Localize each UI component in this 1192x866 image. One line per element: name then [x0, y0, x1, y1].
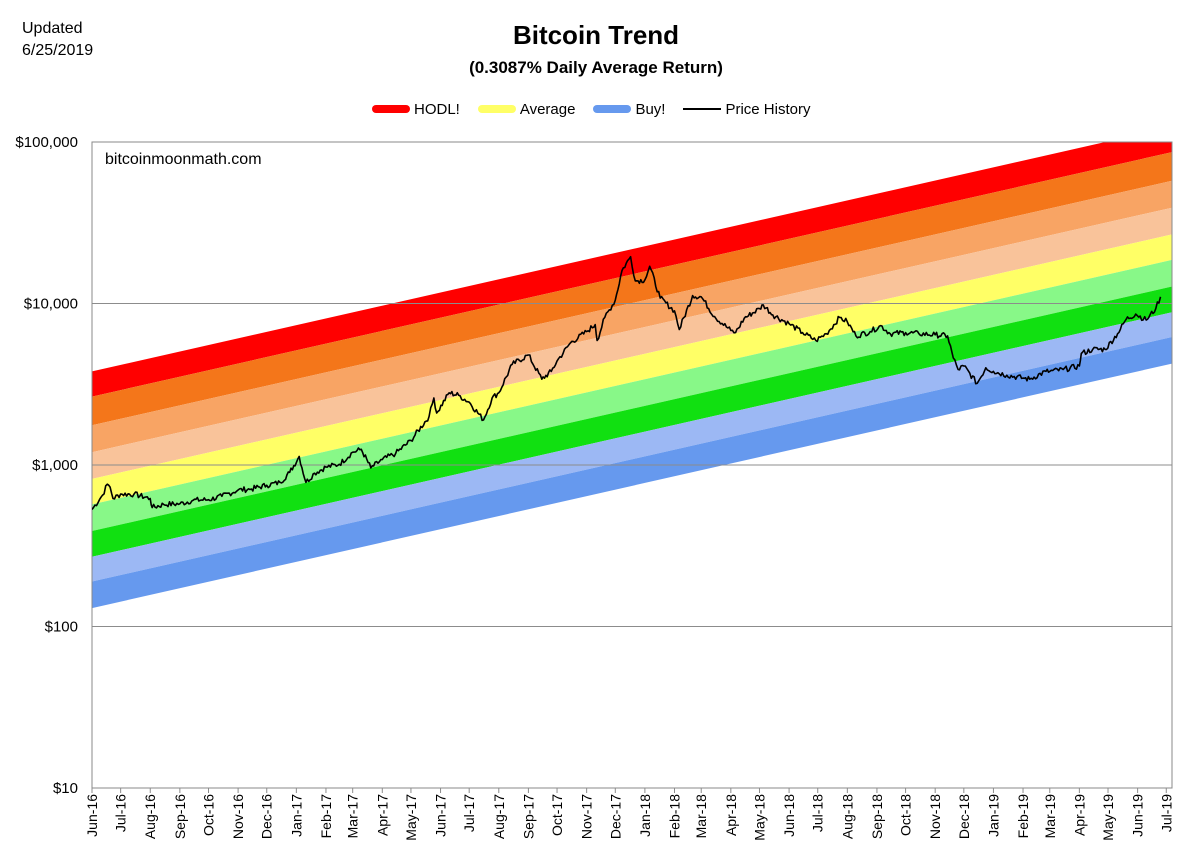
x-tick-label: Jun-18: [781, 794, 797, 837]
y-tick-label: $10,000: [24, 296, 78, 313]
y-tick-label: $1,000: [32, 457, 78, 474]
x-tick-label: Aug-18: [839, 794, 855, 839]
legend-label-hodl: HODL!: [414, 100, 460, 118]
x-tick-label: Jan-18: [637, 794, 653, 837]
updated-label: Updated: [22, 20, 83, 37]
x-tick-label: Sep-17: [520, 794, 536, 839]
x-tick-label: Dec-17: [607, 794, 623, 839]
legend-swatch-average: [477, 105, 516, 113]
chart-title: Bitcoin Trend: [512, 20, 680, 50]
x-axis: Jun-16 Jul-16 Aug-16 Sep-16 Oct-16 Nov-16 Dec-…: [84, 788, 1174, 841]
x-tick-label: Mar-19: [1042, 794, 1058, 839]
plot-frame: [91, 141, 1173, 789]
legend-label-buy: Buy!: [635, 100, 666, 118]
x-tick-label: May-18: [751, 794, 767, 841]
legend-item-price-history: Price History: [683, 101, 810, 118]
price-line-layer: [92, 255, 1162, 510]
legend-item-average: Average: [477, 100, 576, 118]
x-tick-label: Oct-16: [200, 794, 216, 836]
x-tick-label: Feb-19: [1015, 794, 1031, 839]
x-tick-label: Dec-18: [956, 794, 972, 839]
x-tick-label: Jul-16: [113, 794, 129, 832]
x-tick-label: Nov-16: [230, 794, 246, 839]
band-5: [92, 259, 1172, 531]
x-tick-label: Sep-18: [869, 794, 885, 839]
band-3: [92, 207, 1172, 479]
x-tick-label: Sep-16: [172, 794, 188, 839]
band-1: [92, 152, 1172, 426]
x-tick-label: Jan-19: [985, 794, 1001, 837]
band-8: [92, 337, 1172, 609]
band-4: [92, 234, 1172, 505]
updated-note: Updated 6/25/2019: [22, 18, 93, 62]
x-tick-label: Oct-18: [898, 794, 914, 836]
x-tick-label: Jun-17: [433, 794, 449, 837]
legend-swatch-buy: [593, 105, 632, 113]
x-tick-label: Jun-19: [1130, 794, 1146, 837]
x-tick-label: Mar-18: [693, 794, 709, 839]
legend: HODL! Average Buy! Price History: [372, 98, 828, 120]
x-tick-label: Jul-17: [461, 794, 477, 832]
x-tick-label: Apr-18: [723, 794, 739, 836]
x-tick-label: Apr-17: [374, 794, 390, 836]
x-tick-label: Jun-16: [84, 794, 100, 837]
y-tick-label: $10: [53, 780, 78, 797]
x-tick-label: Jul-19: [1158, 794, 1174, 832]
y-axis: $10 $100 $1,000 $10,000 $100,000: [15, 134, 78, 797]
x-tick-label: Aug-17: [491, 794, 507, 839]
x-tick-label: Dec-16: [259, 794, 275, 839]
legend-item-hodl: HODL!: [372, 101, 460, 118]
x-tick-label: Feb-18: [666, 794, 682, 839]
x-tick-label: Oct-17: [549, 794, 565, 836]
legend-label-average: Average: [519, 100, 576, 118]
legend-item-buy: Buy!: [593, 101, 665, 118]
price-history-line: [92, 255, 1162, 510]
x-tick-label: May-17: [403, 794, 419, 841]
band-layer: [92, 142, 1172, 609]
x-tick-label: Jul-18: [810, 794, 826, 832]
y-tick-label: $100: [45, 619, 78, 636]
x-tick-label: May-19: [1100, 794, 1116, 841]
x-tick-label: Feb-17: [318, 794, 334, 839]
band-6: [92, 286, 1172, 557]
legend-swatch-price-history: [683, 108, 722, 110]
band-7: [92, 312, 1172, 582]
legend-swatch-hodl: [372, 105, 410, 113]
band-2: [92, 180, 1172, 453]
x-tick-label: Mar-17: [345, 794, 361, 839]
x-tick-label: Nov-17: [579, 794, 595, 839]
x-tick-label: Apr-19: [1071, 794, 1087, 836]
legend-label-price-history: Price History: [725, 100, 811, 118]
watermark: bitcoinmoonmath.com: [105, 151, 262, 168]
x-tick-label: Jan-17: [288, 794, 304, 837]
updated-date: 6/25/2019: [22, 42, 94, 59]
x-tick-label: Aug-16: [142, 794, 158, 839]
x-tick-label: Nov-18: [927, 794, 943, 839]
y-tick-label: $100,000: [15, 134, 78, 151]
chart-subtitle: (0.3087% Daily Average Return): [469, 58, 723, 77]
